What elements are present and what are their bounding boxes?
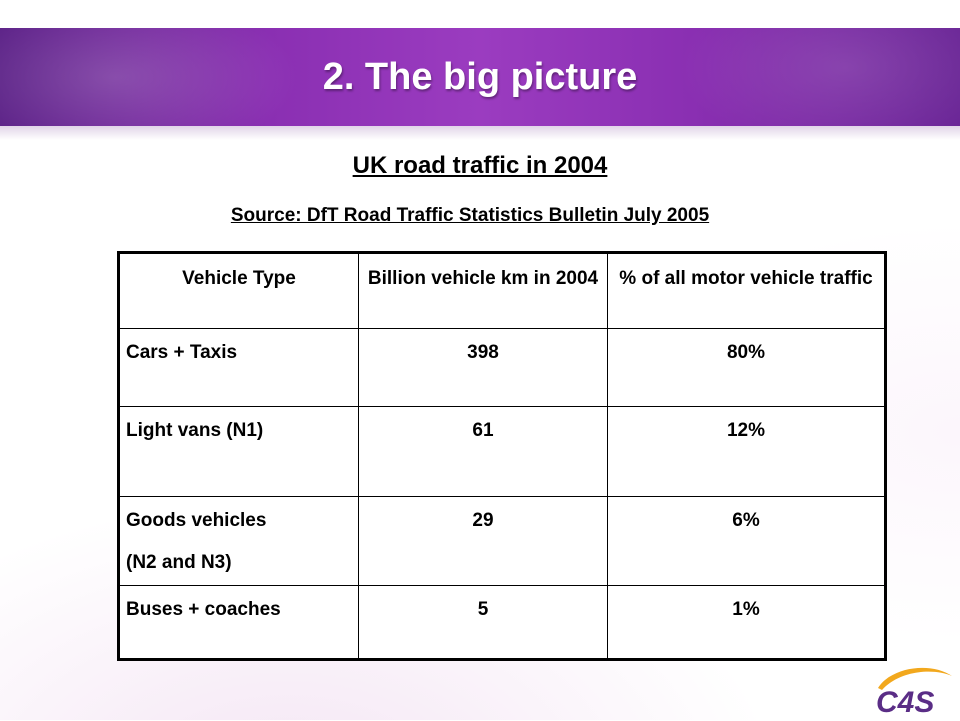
header-percent-traffic: % of all motor vehicle traffic — [607, 252, 886, 329]
cell-vehicle-type: Cars + Taxis — [118, 328, 359, 407]
cell-vehicle-type: Light vans (N1) — [118, 406, 359, 497]
slide-title: 2. The big picture — [322, 56, 638, 98]
cell-percent: 1% — [607, 585, 886, 660]
svg-text:C4S: C4S — [876, 686, 934, 716]
cell-billion-km: 29 — [358, 496, 608, 586]
table-header-row: Vehicle Type Billion vehicle km in 2004 … — [118, 252, 886, 329]
traffic-table: Vehicle Type Billion vehicle km in 2004 … — [117, 251, 887, 661]
vehicle-type-line1: Goods vehicles — [126, 510, 267, 531]
cell-percent: 12% — [607, 406, 886, 497]
header-vehicle-type: Vehicle Type — [118, 252, 359, 329]
header-band — [0, 28, 960, 126]
header-billion-km: Billion vehicle km in 2004 — [358, 252, 608, 329]
c4s-logo-icon: C4S — [876, 667, 952, 719]
vehicle-type-line2: (N2 and N3) — [126, 552, 232, 573]
cell-billion-km: 61 — [358, 406, 608, 497]
source-citation: Source: DfT Road Traffic Statistics Bull… — [230, 205, 710, 226]
table-row: Light vans (N1) 61 12% — [118, 406, 886, 497]
cell-percent: 80% — [607, 328, 886, 407]
c4s-logo: C4S — [872, 662, 956, 719]
slide-subtitle: UK road traffic in 2004 — [352, 152, 608, 179]
header-shadow — [0, 126, 960, 140]
cell-vehicle-type: Goods vehicles (N2 and N3) — [118, 496, 359, 586]
cell-billion-km: 5 — [358, 585, 608, 660]
table-row: Cars + Taxis 398 80% — [118, 328, 886, 407]
cell-vehicle-type: Buses + coaches — [118, 585, 359, 660]
table-row: Buses + coaches 5 1% — [118, 585, 886, 660]
cell-billion-km: 398 — [358, 328, 608, 407]
cell-percent: 6% — [607, 496, 886, 586]
table-row: Goods vehicles (N2 and N3) 29 6% — [118, 496, 886, 586]
